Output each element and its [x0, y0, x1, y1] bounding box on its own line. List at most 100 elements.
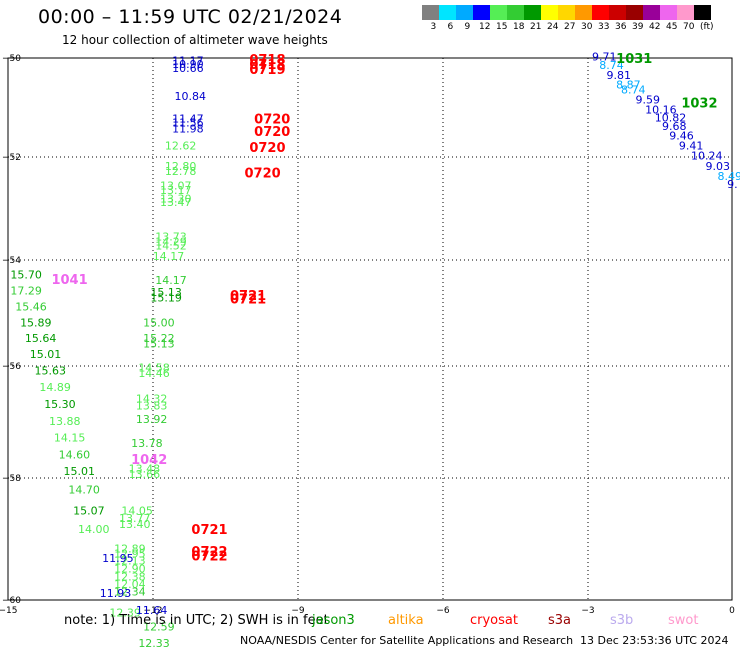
wave-height-value: 10.74: [107, 648, 138, 650]
map-title: 00:00 – 11:59 UTC 02/21/2024: [38, 6, 343, 28]
wave-height-value: 14.17: [153, 250, 185, 263]
scale-label: 30: [581, 22, 593, 32]
legend-item-swot: swot: [668, 613, 699, 628]
wave-height-value: 12.34: [114, 586, 146, 599]
wave-height-value: 9.81: [607, 69, 632, 82]
wave-height-value: 15.63: [35, 364, 66, 377]
lat-tick-label: −56: [2, 362, 21, 372]
legend-item-cryosat: cryosat: [470, 613, 518, 628]
wave-height-value: 14.46: [138, 367, 170, 380]
pass-time-label: 0721: [230, 289, 266, 304]
lat-tick-label: −52: [2, 153, 21, 163]
wave-height-value: 12.62: [165, 140, 197, 153]
wave-height-value: 11.98: [172, 122, 204, 135]
wave-height-value: 12.33: [138, 637, 170, 650]
wave-height-value: 15.01: [30, 348, 62, 361]
lat-tick-label: −58: [2, 474, 21, 484]
wave-height-value: 9.: [727, 178, 738, 191]
pass-time-label: 0718: [249, 58, 285, 73]
wave-height-value: 12.80: [165, 160, 197, 173]
pass-time-label: 1031: [616, 52, 652, 67]
wave-height-value: 10.24: [691, 150, 723, 163]
wave-height-value: 11.64: [136, 604, 168, 617]
scale-swatch: [524, 5, 541, 20]
wave-height-value: 8.49: [718, 170, 740, 183]
wave-height-value: 12.95: [114, 547, 146, 560]
generated-timestamp: 13 Dec 23:53:36 UTC 2024: [580, 634, 729, 647]
wave-height-value: 13.07: [160, 179, 192, 192]
scale-swatch: [422, 5, 439, 20]
wave-height-value: 15.13: [143, 337, 175, 350]
wave-height-value: 14.17: [155, 274, 187, 287]
wave-height-value: 17.29: [10, 284, 42, 297]
credit-line: NOAA/NESDIS Center for Satellite Applica…: [240, 634, 574, 647]
lon-tick-label: −15: [0, 606, 18, 616]
scale-swatch: [575, 5, 592, 20]
wave-height-value: 15.00: [143, 316, 175, 329]
pass-time-label: 0720: [254, 125, 290, 140]
wave-height-value: 14.52: [155, 240, 187, 253]
wave-height-value: 10.16: [645, 103, 677, 116]
wave-height-value: 13.66: [129, 468, 161, 481]
wave-height-value: 8.87: [616, 79, 641, 92]
wave-height-value: 11.17: [172, 54, 204, 67]
legend-item-s3a: s3a: [548, 613, 572, 628]
wave-height-value: 14.00: [78, 523, 110, 536]
wave-height-value: 14.58: [138, 362, 170, 375]
scale-swatch: [507, 5, 524, 20]
wave-height-value: 14.89: [39, 381, 71, 394]
pass-time-label: 1042: [131, 453, 167, 468]
map-subtitle: 12 hour collection of altimeter wave hei…: [62, 33, 328, 47]
wave-height-value: 15.70: [10, 269, 42, 282]
wave-height-value: 15.30: [44, 398, 75, 411]
scale-swatch: [609, 5, 626, 20]
scale-swatch: [456, 5, 473, 20]
scale-swatch: [660, 5, 677, 20]
wave-height-value: 14.29: [155, 236, 187, 249]
scale-swatch: [592, 5, 609, 20]
wave-height-value: 12.59: [143, 620, 175, 633]
wave-height-value: 11.95: [102, 552, 133, 565]
wave-height-value: 15.89: [20, 316, 52, 329]
lat-tick-label: −50: [2, 54, 21, 64]
wave-height-value: 9.59: [635, 94, 660, 107]
wave-height-color-scale: [422, 5, 711, 20]
wave-height-value: 13.92: [136, 413, 168, 426]
scale-label: 36: [615, 22, 627, 32]
scale-label: 45: [666, 22, 678, 32]
wave-height-value: 8.74: [621, 84, 646, 97]
wave-height-value: 12.13: [114, 555, 146, 568]
lon-tick-label: −3: [581, 606, 594, 616]
pass-time-label: 0721: [191, 523, 227, 538]
scale-label: 70: [683, 22, 695, 32]
wave-height-value: 9.71: [592, 50, 617, 63]
scale-label: 12: [479, 22, 491, 32]
scale-label: 24: [547, 22, 559, 32]
pass-time-label: 0720: [245, 167, 281, 182]
wave-height-value: 10.82: [655, 111, 687, 124]
wave-height-value: 12.78: [165, 165, 197, 178]
scale-swatch: [626, 5, 643, 20]
pass-time-label: 1041: [51, 273, 87, 288]
legend-item-jason3: jason3: [312, 613, 355, 628]
pass-time-label: 0721: [230, 292, 266, 307]
wave-height-value: 15.22: [143, 332, 175, 345]
wave-height-value: 15.19: [150, 291, 182, 304]
pass-time-label: 0718: [249, 53, 285, 68]
wave-height-value: 14.32: [136, 392, 168, 405]
scale-swatch: [473, 5, 490, 20]
scale-label: 21: [530, 22, 542, 32]
scale-label: 18: [513, 22, 525, 32]
wave-height-value: 9.46: [669, 130, 694, 143]
wave-height-value: 12.38: [114, 570, 146, 583]
scale-swatch: [677, 5, 694, 20]
scale-swatch: [694, 5, 711, 20]
pass-time-label: 0722: [191, 545, 227, 560]
wave-height-value: 14.70: [68, 483, 100, 496]
legend-item-s3b: s3b: [610, 613, 634, 628]
wave-height-value: 15.07: [73, 505, 105, 518]
scale-swatch: [490, 5, 507, 20]
lon-tick-label: −12: [144, 606, 163, 616]
lon-tick-label: 0: [729, 606, 735, 616]
scale-label: 9: [464, 22, 471, 32]
